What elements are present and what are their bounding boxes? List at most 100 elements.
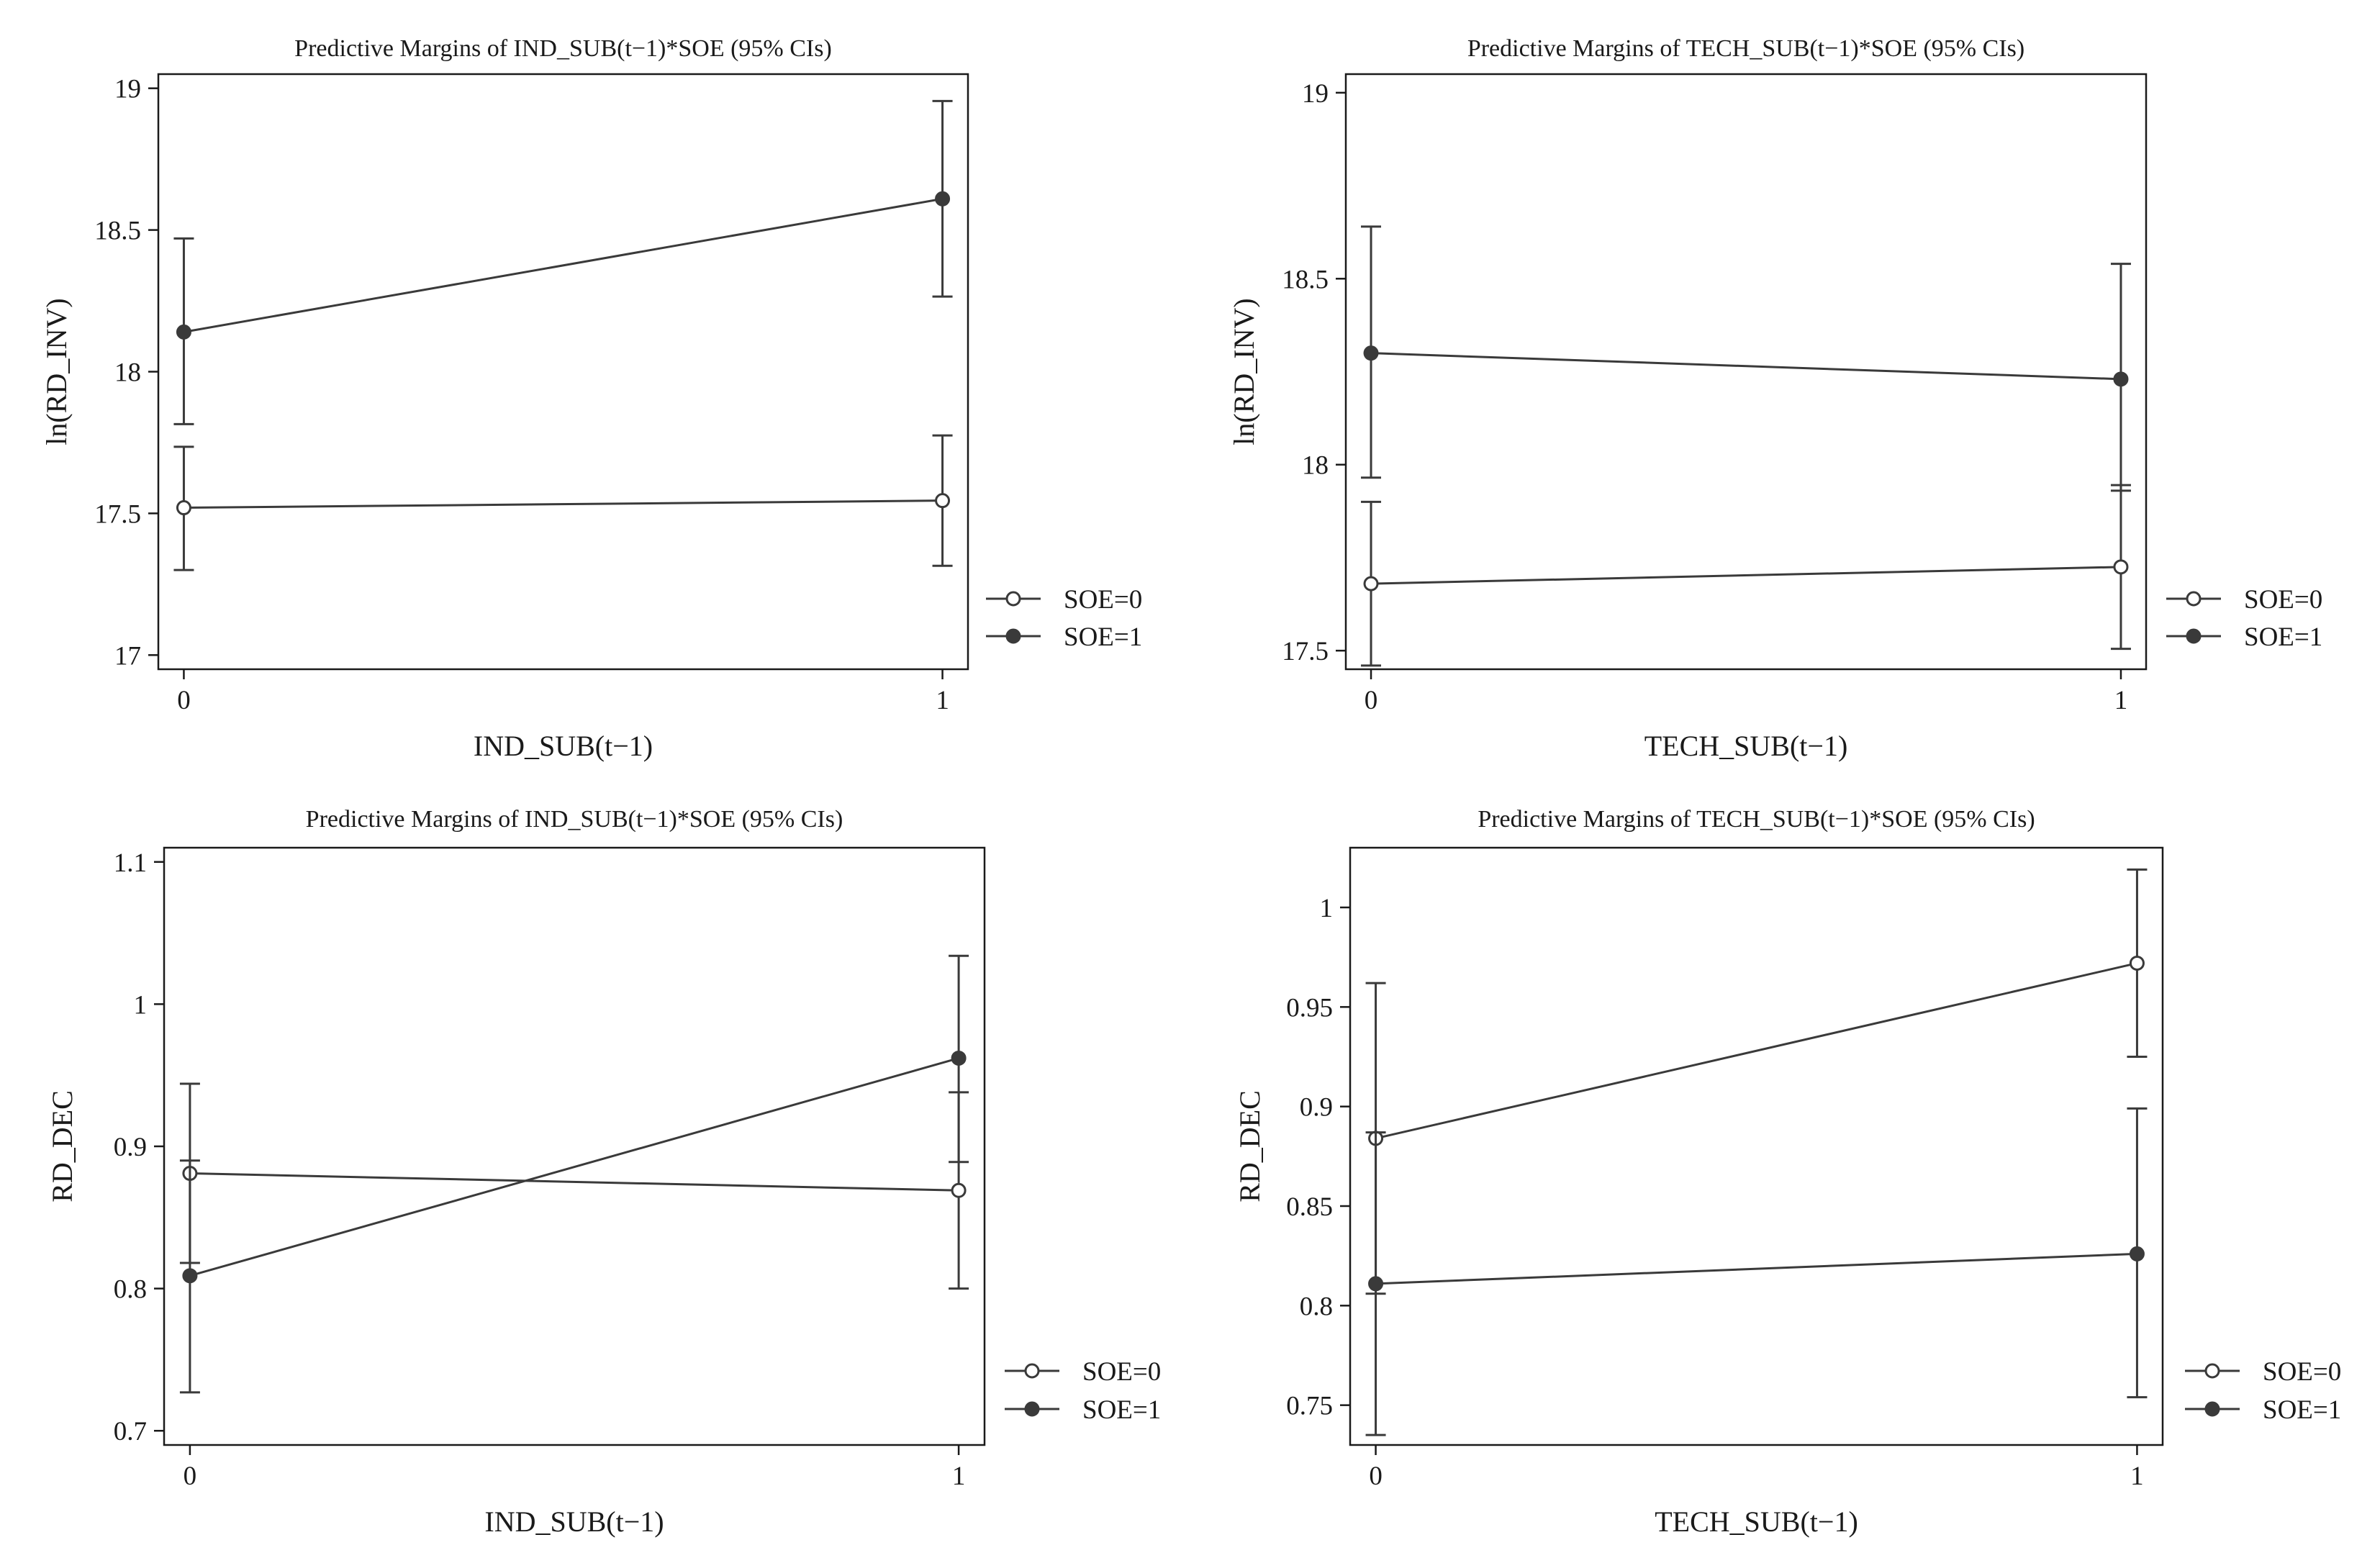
legend-label: SOE=1 [1064, 622, 1142, 652]
plot-frame [157, 73, 969, 671]
legend-item: SOE=1 [986, 622, 1142, 652]
y-tick-label: 17.5 [1282, 637, 1329, 666]
data-point [182, 1268, 198, 1284]
data-point [1368, 1276, 1384, 1292]
series-soe-0 [179, 1082, 969, 1290]
legend-item: SOE=1 [2185, 1395, 2341, 1425]
data-point [951, 1182, 967, 1198]
y-tick-label: 0.85 [1286, 1192, 1333, 1222]
legend-label: SOE=1 [2244, 622, 2322, 652]
legend: SOE=0 SOE=1 [986, 585, 1142, 652]
data-point [176, 500, 191, 516]
chart-panel-3: Predictive Margins of IND_SUB(t−1)*SOE (… [0, 781, 1187, 1563]
y-tick-label: 18.5 [1282, 265, 1329, 294]
data-point [1363, 576, 1379, 592]
y-tick-label: 0.8 [114, 1275, 147, 1305]
chart-panel-4: Predictive Margins of TECH_SUB(t−1)*SOE … [1187, 781, 2380, 1563]
x-axis-label: TECH_SUB(t−1) [1655, 1505, 1858, 1538]
chart-svg: Predictive Margins of IND_SUB(t−1)*SOE (… [40, 35, 1142, 762]
data-point [2113, 559, 2129, 575]
y-tick-label: 19 [114, 75, 141, 104]
x-tick-label: 0 [184, 1462, 197, 1491]
series-soe-1 [1361, 225, 2131, 492]
chart-title: Predictive Margins of IND_SUB(t−1)*SOE (… [294, 35, 832, 62]
y-tick-label: 17.5 [94, 499, 141, 529]
x-axis-label: TECH_SUB(t−1) [1644, 730, 1848, 762]
legend-marker [2204, 1401, 2220, 1417]
y-axis-label: ln(RD_INV) [1228, 298, 1260, 445]
series-soe-1 [173, 99, 953, 425]
series-line [189, 1057, 959, 1277]
legend-item: SOE=0 [1005, 1357, 1161, 1387]
legend-marker [2204, 1363, 2220, 1379]
y-tick-label: 17 [114, 641, 141, 671]
x-tick-label: 0 [1369, 1462, 1383, 1491]
y-tick-label: 0.75 [1286, 1392, 1333, 1421]
x-tick-label: 0 [1365, 686, 1378, 715]
x-tick-label: 1 [2130, 1462, 2144, 1491]
series-line [189, 1172, 959, 1192]
y-tick-label: 0.9 [114, 1133, 147, 1162]
y-tick-label: 19 [1302, 79, 1329, 109]
y-axis-label: RD_DEC [1234, 1090, 1266, 1202]
y-tick-label: 0.9 [1300, 1093, 1333, 1123]
legend-marker [1005, 628, 1021, 644]
y-tick-label: 1.1 [114, 848, 147, 878]
legend-marker [1024, 1401, 1040, 1417]
y-tick-label: 0.8 [1300, 1292, 1333, 1321]
y-tick-label: 18 [1302, 451, 1329, 481]
x-tick-label: 1 [2114, 686, 2128, 715]
legend-label: SOE=0 [2244, 585, 2322, 615]
y-tick-label: 0.7 [114, 1417, 147, 1446]
series-line [1370, 352, 2122, 381]
data-point [176, 324, 191, 340]
legend: SOE=0 SOE=1 [2185, 1357, 2341, 1425]
chart-panel-2: Predictive Margins of TECH_SUB(t−1)*SOE … [1187, 0, 2380, 781]
chart-title: Predictive Margins of IND_SUB(t−1)*SOE (… [306, 806, 843, 833]
y-tick-label: 18.5 [94, 217, 141, 246]
series-soe-1 [179, 954, 969, 1394]
chart-title: Predictive Margins of TECH_SUB(t−1)*SOE … [1467, 35, 2024, 62]
y-tick-label: 0.95 [1286, 993, 1333, 1023]
y-tick-label: 1 [1320, 894, 1334, 923]
y-axis-label: ln(RD_INV) [40, 298, 73, 445]
y-tick-label: 1 [134, 990, 148, 1020]
chart-svg: Predictive Margins of IND_SUB(t−1)*SOE (… [46, 806, 1161, 1538]
plot-frame [1344, 73, 2148, 671]
legend-label: SOE=1 [1082, 1395, 1161, 1425]
y-tick-label: 18 [114, 358, 141, 388]
legend-item: SOE=1 [1005, 1395, 1161, 1425]
x-tick-label: 1 [936, 686, 949, 715]
legend-label: SOE=0 [2263, 1357, 2341, 1387]
data-point [1363, 345, 1379, 361]
series-line [184, 197, 943, 333]
data-point [935, 191, 951, 207]
legend-item: SOE=0 [986, 585, 1142, 615]
plot-frame [1349, 846, 2164, 1446]
series-soe-0 [1365, 868, 2148, 1295]
series-soe-0 [1361, 484, 2131, 667]
series-soe-0 [173, 434, 953, 571]
legend: SOE=0 SOE=1 [1005, 1357, 1161, 1425]
legend-marker [1024, 1363, 1040, 1379]
legend-label: SOE=1 [2263, 1395, 2341, 1425]
legend-marker [2186, 628, 2202, 644]
data-point [2129, 955, 2145, 971]
legend-marker [1005, 591, 1021, 607]
x-tick-label: 0 [177, 686, 191, 715]
x-tick-label: 1 [952, 1462, 966, 1491]
series-line [1370, 566, 2122, 585]
chart-title: Predictive Margins of TECH_SUB(t−1)*SOE … [1478, 806, 2035, 833]
y-axis-label: RD_DEC [46, 1090, 78, 1202]
series-line [1375, 962, 2137, 1140]
legend-marker [2186, 591, 2202, 607]
chart-panel-1: Predictive Margins of IND_SUB(t−1)*SOE (… [0, 0, 1187, 781]
chart-svg: Predictive Margins of TECH_SUB(t−1)*SOE … [1228, 35, 2322, 762]
series-soe-1 [1365, 1107, 2148, 1436]
chart-svg: Predictive Margins of TECH_SUB(t−1)*SOE … [1234, 806, 2341, 1538]
data-point [2129, 1246, 2145, 1261]
data-point [935, 493, 951, 509]
data-point [2113, 371, 2129, 387]
legend-item: SOE=1 [2166, 622, 2322, 652]
x-axis-label: IND_SUB(t−1) [474, 730, 653, 762]
